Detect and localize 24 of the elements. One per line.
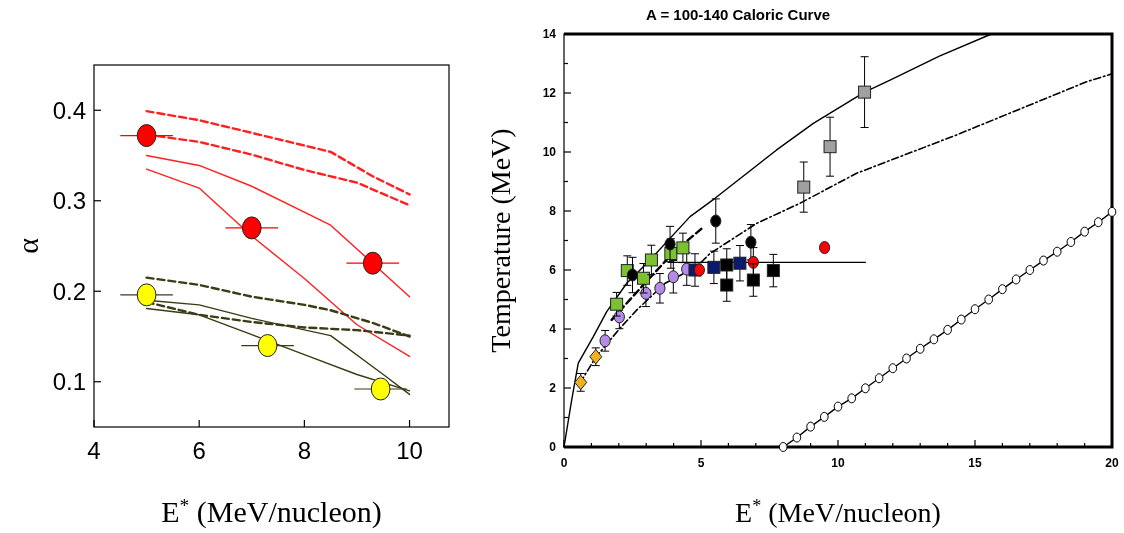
y-tick-label: 8 bbox=[549, 204, 557, 219]
y-tick-label: 0.1 bbox=[52, 368, 86, 396]
y-tick-label: 10 bbox=[542, 145, 557, 160]
y-tick-label: 0.4 bbox=[52, 96, 86, 124]
x-tick-label: 0 bbox=[560, 456, 568, 470]
x-tick-label: 6 bbox=[192, 437, 206, 464]
y-tick-label: 6 bbox=[549, 263, 557, 278]
x-tick-label: 5 bbox=[697, 456, 705, 470]
y-tick-label: 0.2 bbox=[52, 277, 86, 305]
x-tick-label: 8 bbox=[297, 437, 312, 464]
y-axis-title: α bbox=[11, 237, 44, 254]
x-axis-title: E$^{*}$ (MeV/nucleon) bbox=[161, 494, 382, 529]
y-axis-title: Temperature (MeV) bbox=[485, 128, 516, 353]
x-tick-label: 20 bbox=[1105, 456, 1119, 470]
chart-title: A = 100-140 Caloric Curve bbox=[645, 6, 831, 23]
y-tick-label: 4 bbox=[549, 322, 557, 337]
x-axis-title: E$^{*}$ (MeV/nucleon) bbox=[735, 496, 941, 528]
x-tick-label: 15 bbox=[968, 456, 982, 470]
x-tick-label: 10 bbox=[396, 437, 423, 464]
y-tick-label: 14 bbox=[542, 27, 557, 42]
y-tick-label: 2 bbox=[549, 381, 557, 396]
y-tick-label: 0.3 bbox=[52, 187, 86, 215]
x-tick-label: 10 bbox=[831, 456, 845, 470]
y-tick-label: 12 bbox=[542, 86, 557, 101]
